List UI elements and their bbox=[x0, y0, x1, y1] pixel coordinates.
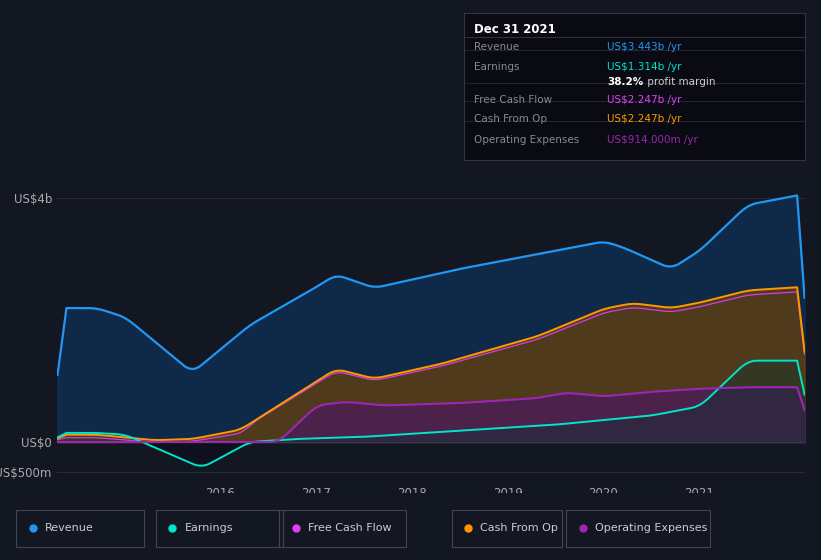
Text: Earnings: Earnings bbox=[185, 523, 233, 533]
Text: US$2.247b /yr: US$2.247b /yr bbox=[607, 95, 681, 105]
Text: US$3.443b /yr: US$3.443b /yr bbox=[607, 42, 681, 52]
Text: US$2.247b /yr: US$2.247b /yr bbox=[607, 114, 681, 124]
Text: Free Cash Flow: Free Cash Flow bbox=[474, 95, 553, 105]
Text: Cash From Op: Cash From Op bbox=[474, 114, 547, 124]
Text: Free Cash Flow: Free Cash Flow bbox=[308, 523, 392, 533]
Text: Revenue: Revenue bbox=[474, 42, 519, 52]
Text: Operating Expenses: Operating Expenses bbox=[595, 523, 708, 533]
Text: Cash From Op: Cash From Op bbox=[480, 523, 558, 533]
Text: US$914.000m /yr: US$914.000m /yr bbox=[607, 134, 698, 144]
Text: Operating Expenses: Operating Expenses bbox=[474, 134, 580, 144]
Text: Earnings: Earnings bbox=[474, 62, 520, 72]
Text: 38.2%: 38.2% bbox=[607, 77, 643, 87]
Text: Revenue: Revenue bbox=[45, 523, 94, 533]
Text: US$1.314b /yr: US$1.314b /yr bbox=[607, 62, 681, 72]
Text: profit margin: profit margin bbox=[644, 77, 716, 87]
Text: Dec 31 2021: Dec 31 2021 bbox=[474, 23, 556, 36]
